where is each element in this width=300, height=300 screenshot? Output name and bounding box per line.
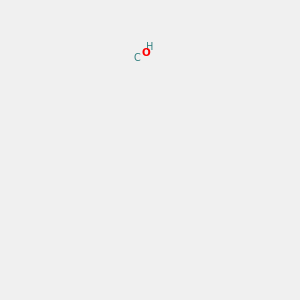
Text: C: C bbox=[133, 53, 140, 63]
Text: H: H bbox=[146, 41, 154, 52]
Text: O: O bbox=[141, 48, 150, 58]
